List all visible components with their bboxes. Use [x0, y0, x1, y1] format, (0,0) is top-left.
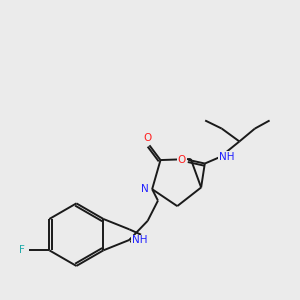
Text: NH: NH	[219, 152, 235, 162]
Text: NH: NH	[132, 236, 147, 245]
Text: O: O	[143, 133, 152, 143]
Text: N: N	[141, 184, 149, 194]
Text: O: O	[178, 155, 186, 165]
Text: F: F	[20, 245, 26, 255]
